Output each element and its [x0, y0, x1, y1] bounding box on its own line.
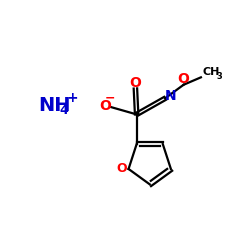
- Text: O: O: [177, 72, 189, 86]
- Text: O: O: [130, 76, 141, 90]
- Text: N: N: [165, 89, 176, 103]
- Text: NH: NH: [38, 96, 71, 115]
- Text: 3: 3: [216, 72, 222, 81]
- Text: CH: CH: [202, 68, 220, 78]
- Text: +: +: [67, 91, 78, 105]
- Text: O: O: [99, 99, 111, 113]
- Text: 4: 4: [60, 104, 68, 117]
- Text: O: O: [116, 162, 127, 175]
- Text: −: −: [105, 92, 116, 105]
